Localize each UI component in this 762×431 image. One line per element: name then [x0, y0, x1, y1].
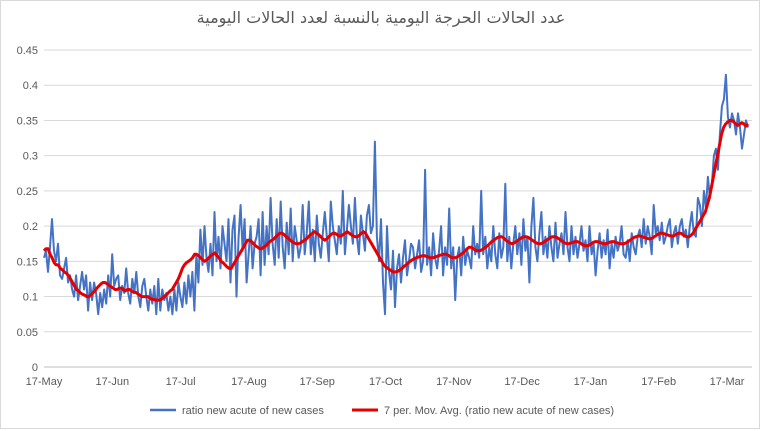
- y-tick-label: 0.25: [17, 186, 38, 198]
- y-tick-label: 0.4: [23, 80, 38, 92]
- x-tick-label: 17-Dec: [504, 376, 540, 388]
- x-tick-label: 17-Nov: [436, 376, 472, 388]
- x-tick-label: 17-Mar: [710, 376, 745, 388]
- x-tick-label: 17-Feb: [641, 376, 676, 388]
- x-tick-label: 17-Oct: [369, 376, 402, 388]
- x-tick-label: 17-Jun: [95, 376, 129, 388]
- x-tick-label: 17-Sep: [299, 376, 334, 388]
- y-axis-ticks: 0 0.05 0.1 0.15 0.2 0.25 0.3 0.35 0.4 0.45: [17, 45, 38, 374]
- y-tick-label: 0.1: [23, 292, 38, 304]
- x-tick-label: 17-Aug: [231, 376, 266, 388]
- series-line-1: [43, 73, 749, 316]
- x-tick-label: 17-Jan: [574, 376, 608, 388]
- x-tick-label: 17-Jul: [166, 376, 196, 388]
- chart-title: عدد الحالات الحرجة اليومية بالنسبة لعدد …: [196, 8, 566, 27]
- legend-label: ratio new acute of new cases: [182, 405, 324, 417]
- series-layer: [42, 73, 750, 316]
- y-tick-label: 0.05: [17, 327, 38, 339]
- y-tick-label: 0: [32, 362, 38, 374]
- series-line-2: [42, 118, 750, 302]
- legend: ratio new acute of new cases 7 per. Mov. …: [150, 405, 614, 417]
- y-tick-label: 0.45: [17, 45, 38, 57]
- y-tick-label: 0.3: [23, 151, 38, 163]
- legend-label: 7 per. Mov. Avg. (ratio new acute of new…: [384, 405, 614, 417]
- y-tick-label: 0.15: [17, 256, 38, 268]
- y-tick-label: 0.2: [23, 221, 38, 233]
- x-axis-ticks: 17-May 17-Jun 17-Jul 17-Aug 17-Sep 17-Oct 17-N…: [26, 376, 745, 388]
- x-tick-label: 17-May: [26, 376, 63, 388]
- y-tick-label: 0.35: [17, 115, 38, 127]
